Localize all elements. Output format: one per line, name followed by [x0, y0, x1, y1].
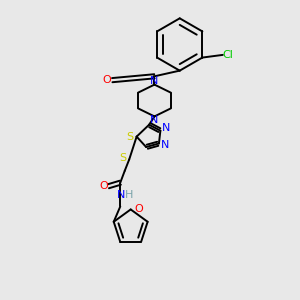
- Text: S: S: [127, 132, 134, 142]
- Text: O: O: [134, 204, 143, 214]
- Text: Cl: Cl: [223, 50, 234, 60]
- Text: O: O: [103, 75, 111, 85]
- Text: N: N: [150, 76, 159, 86]
- Text: H: H: [124, 190, 133, 200]
- Text: O: O: [100, 181, 108, 191]
- Text: S: S: [120, 153, 127, 163]
- Text: N: N: [162, 123, 170, 133]
- Text: N: N: [117, 190, 126, 200]
- Text: N: N: [161, 140, 169, 150]
- Text: N: N: [150, 115, 159, 125]
